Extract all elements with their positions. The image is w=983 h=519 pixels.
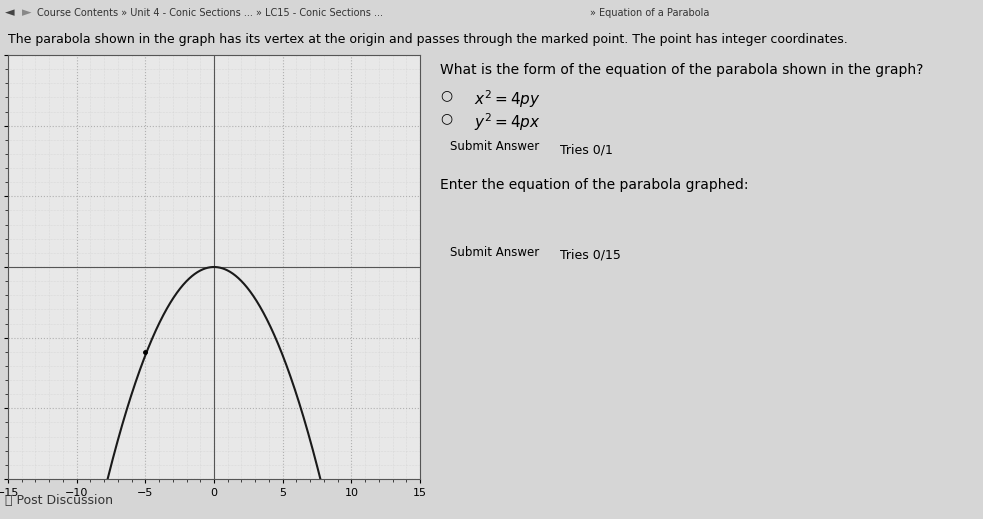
Text: Submit Answer: Submit Answer	[450, 245, 540, 258]
Text: Submit Answer: Submit Answer	[450, 141, 540, 154]
Text: ○: ○	[439, 88, 452, 102]
Text: Enter the equation of the parabola graphed:: Enter the equation of the parabola graph…	[439, 178, 748, 192]
Text: The parabola shown in the graph has its vertex at the origin and passes through : The parabola shown in the graph has its …	[8, 33, 847, 46]
Text: Tries 0/15: Tries 0/15	[559, 249, 620, 262]
Text: What is the form of the equation of the parabola shown in the graph?: What is the form of the equation of the …	[439, 63, 923, 77]
Text: ○: ○	[439, 111, 452, 125]
Text: ►: ►	[22, 6, 31, 19]
Text: Course Contents » Unit 4 - Conic Sections ... » LC15 - Conic Sections ...: Course Contents » Unit 4 - Conic Section…	[37, 7, 383, 18]
Text: Tries 0/1: Tries 0/1	[559, 143, 612, 157]
Text: ◄: ◄	[5, 6, 15, 19]
Text: 🔍 Post Discussion: 🔍 Post Discussion	[5, 495, 113, 508]
Text: $x^2 = 4py$: $x^2 = 4py$	[474, 88, 541, 110]
Text: $y^2 = 4px$: $y^2 = 4px$	[474, 111, 541, 133]
Text: » Equation of a Parabola: » Equation of a Parabola	[590, 7, 709, 18]
